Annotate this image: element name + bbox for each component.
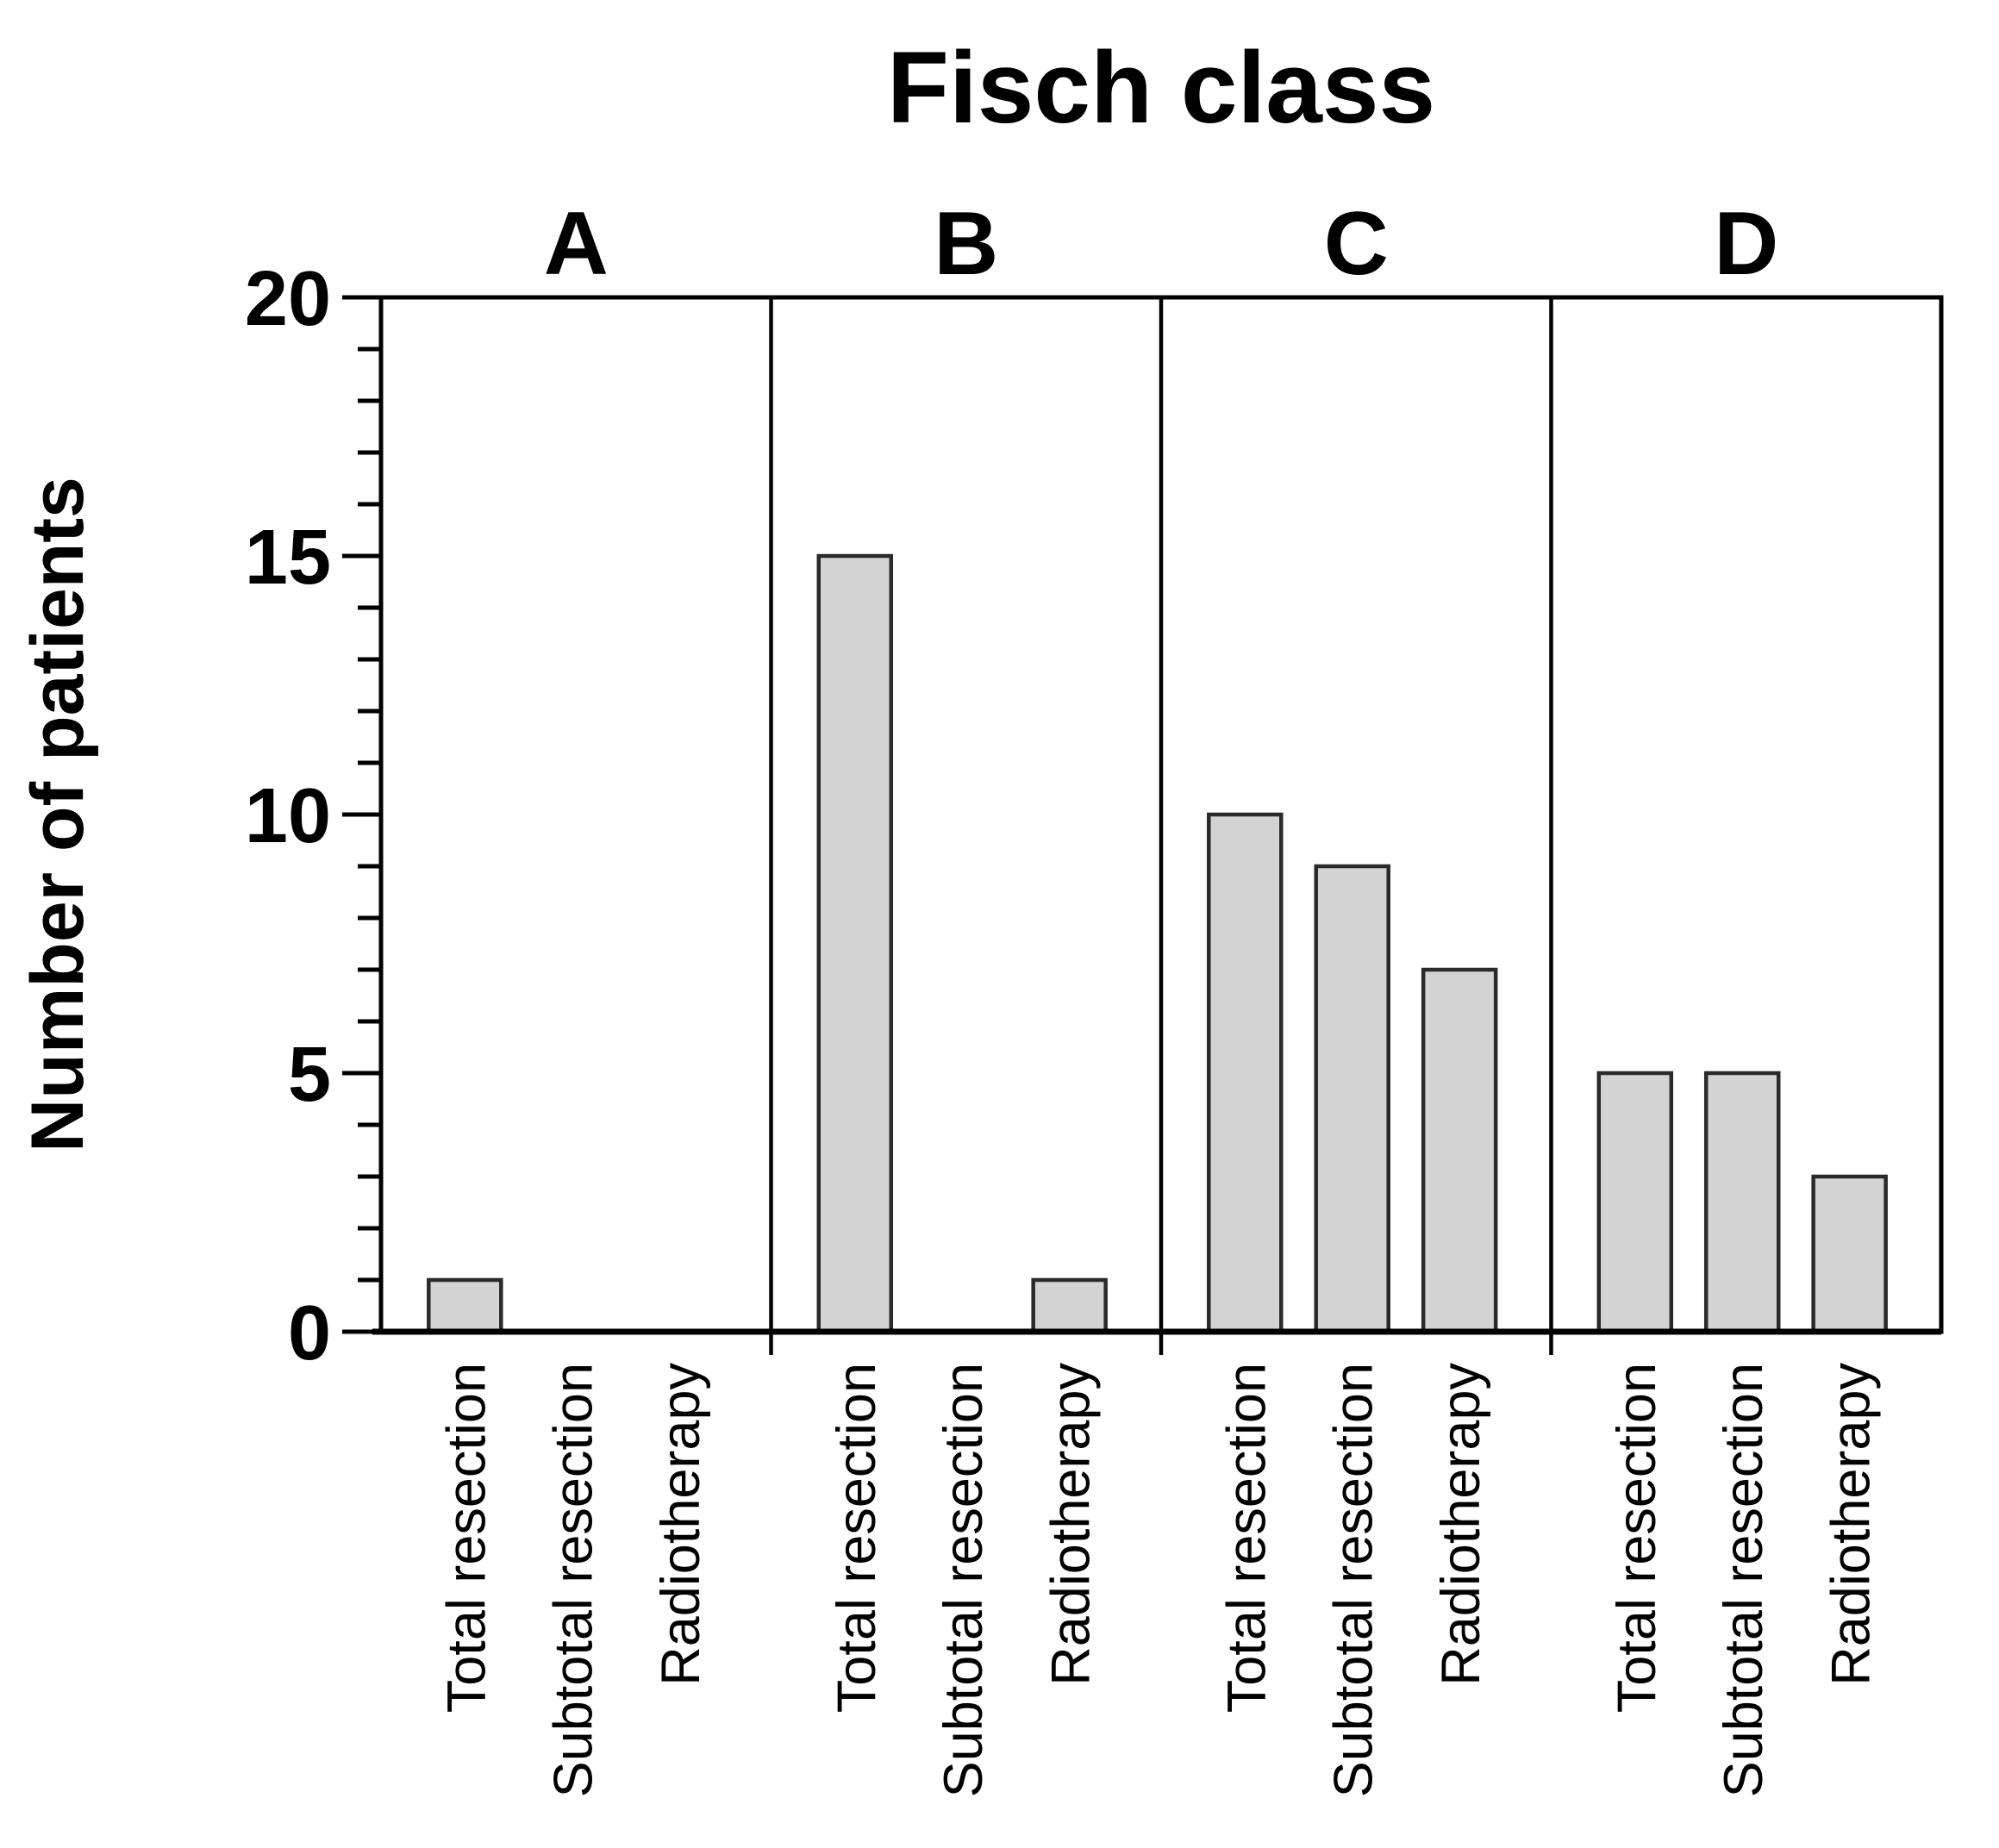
bar-b-total-resection (816, 553, 894, 1334)
x-label-d-radiotherapy: Radiotherapy (1821, 1363, 1882, 1686)
panel-letters: A B C D (544, 194, 1779, 294)
y-tick-label-0: 0 (288, 1290, 331, 1377)
y-axis-ticks (342, 295, 381, 1334)
panel-letter-b: B (934, 194, 998, 294)
bars (427, 553, 1888, 1334)
x-label-b-subtotal-resection: Subtotal resection (934, 1363, 994, 1797)
y-axis-title: Number of patients (16, 477, 99, 1152)
bar-c-total-resection (1207, 812, 1284, 1334)
panel-letter-a: A (544, 194, 609, 294)
x-label-c-total-resection: Total resection (1216, 1363, 1277, 1713)
x-label-d-total-resection: Total resection (1607, 1363, 1667, 1713)
bar-c-radiotherapy (1421, 967, 1498, 1334)
chart-title: Fisch class (887, 31, 1435, 145)
bar-d-radiotherapy (1811, 1174, 1888, 1334)
x-label-a-radiotherapy: Radiotherapy (651, 1363, 711, 1686)
x-label-a-total-resection: Total resection (436, 1363, 497, 1713)
y-tick-label-15: 15 (245, 515, 331, 601)
y-axis-tick-labels: 0 5 10 15 20 (245, 256, 331, 1377)
panel-letter-c: C (1324, 194, 1389, 294)
panel-frame (372, 295, 1944, 1355)
x-label-a-subtotal-resection: Subtotal resection (544, 1363, 604, 1797)
x-label-d-subtotal-resection: Subtotal resection (1714, 1363, 1774, 1797)
panel-letter-d: D (1714, 194, 1778, 294)
x-label-c-subtotal-resection: Subtotal resection (1324, 1363, 1384, 1797)
y-tick-label-10: 10 (245, 773, 331, 859)
bar-a-total-resection (427, 1277, 503, 1334)
bar-d-subtotal-resection (1703, 1071, 1781, 1334)
x-label-c-radiotherapy: Radiotherapy (1431, 1363, 1491, 1686)
bar-b-radiotherapy (1031, 1277, 1108, 1334)
y-tick-label-5: 5 (288, 1032, 331, 1118)
bar-d-total-resection (1596, 1071, 1674, 1334)
x-label-b-radiotherapy: Radiotherapy (1041, 1363, 1102, 1686)
y-tick-label-20: 20 (245, 256, 331, 342)
x-label-b-total-resection: Total resection (827, 1363, 887, 1713)
x-axis-labels: Total resection Subtotal resection Radioth… (436, 1363, 1881, 1798)
bar-c-subtotal-resection (1314, 864, 1390, 1334)
